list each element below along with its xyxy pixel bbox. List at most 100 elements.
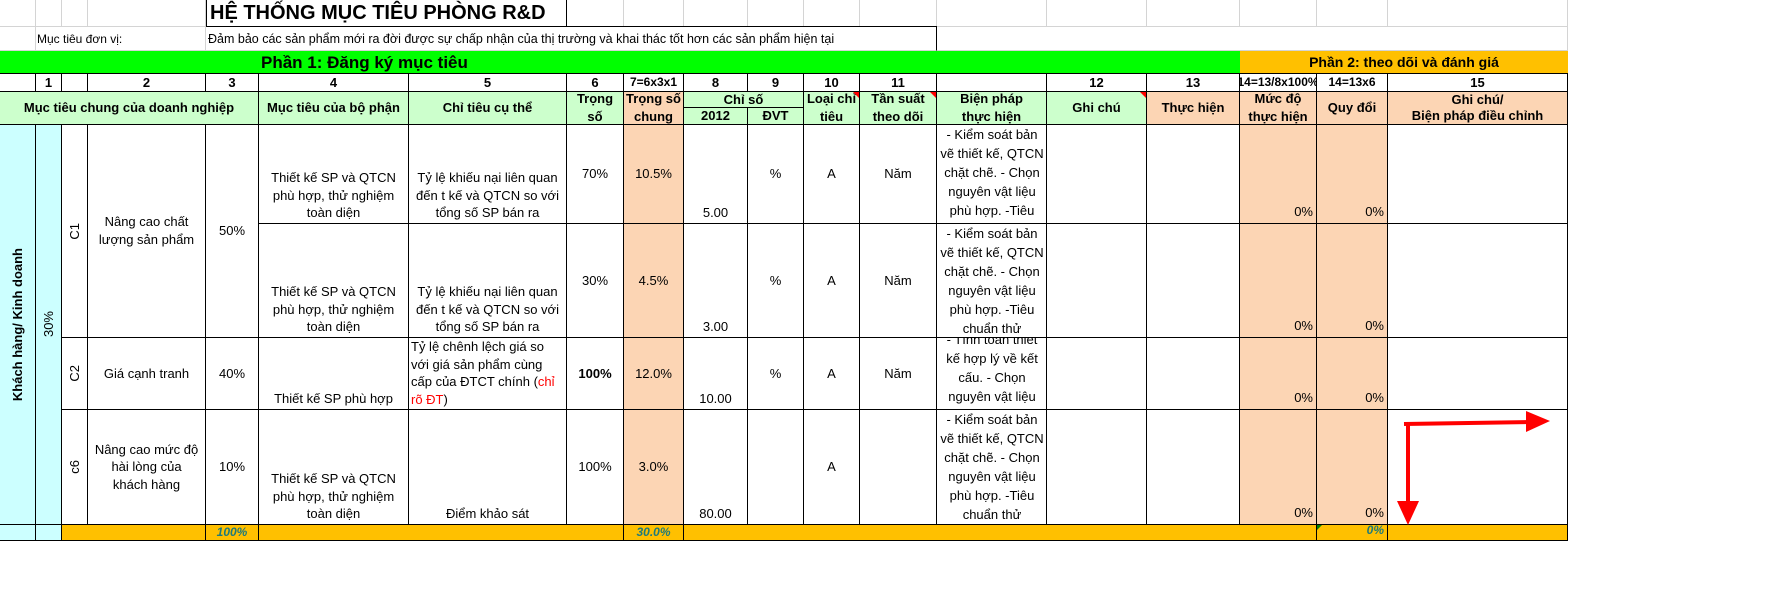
colnum-12[interactable]: 12 <box>1047 74 1147 92</box>
row1-muc-do[interactable]: 0% <box>1240 125 1317 224</box>
row4-trong-so-chung[interactable]: 3.0% <box>624 410 684 525</box>
row3-ghi-chu[interactable] <box>1047 338 1147 410</box>
part1-label[interactable]: Phần 1: Đăng ký mục tiêu <box>0 51 1240 74</box>
total-empty[interactable] <box>36 525 62 541</box>
row2-bien-phap-cell[interactable]: - Kiểm soát bản vẽ thiết kế, QTCN chặt c… <box>937 224 1047 338</box>
section-code-cell[interactable]: C1 <box>62 125 88 338</box>
row4-tan-suat[interactable] <box>860 410 937 525</box>
header-ghi-chu[interactable]: Ghi chú <box>1047 92 1147 125</box>
row3-thuc-hien[interactable] <box>1147 338 1240 410</box>
header-ghi-chu-15[interactable]: Ghi chú/ Biện pháp điều chỉnh <box>1388 92 1568 125</box>
colnum-14b[interactable]: 14=13x6 <box>1317 74 1388 92</box>
row2-quy-doi[interactable]: 0% <box>1317 224 1388 338</box>
section-code-cell[interactable]: C2 <box>62 338 88 410</box>
row1-dvt[interactable]: % <box>748 125 804 224</box>
row4-muc-do[interactable]: 0% <box>1240 410 1317 525</box>
colnum-11[interactable]: 11 <box>860 74 937 92</box>
row3-ghi-chu-15[interactable] <box>1388 338 1568 410</box>
row4-dvt[interactable] <box>748 410 804 525</box>
row2-muc-do[interactable]: 0% <box>1240 224 1317 338</box>
cell-empty[interactable] <box>36 0 62 27</box>
row3-bien-phap-cell[interactable]: - Tính toán thiết kế hợp lý về kết cấu. … <box>937 338 1047 410</box>
cell-empty[interactable] <box>1388 0 1568 27</box>
section-weight[interactable]: 10% <box>206 410 259 525</box>
row3-loai[interactable]: A <box>804 338 860 410</box>
colnum-14a[interactable]: 14=13/8x100% <box>1240 74 1317 92</box>
header-thuc-hien[interactable]: Thực hiện <box>1147 92 1240 125</box>
total-empty[interactable] <box>684 525 1317 541</box>
cell-empty[interactable] <box>88 0 206 27</box>
row3-muc-tieu-bo-phan[interactable]: Thiết kế SP phù hợp <box>259 338 409 410</box>
cell-empty[interactable] <box>1240 0 1317 27</box>
row3-quy-doi[interactable]: 0% <box>1317 338 1388 410</box>
header-trong-so-chung[interactable]: Trọng số chung <box>624 92 684 125</box>
cell-empty[interactable] <box>0 27 36 51</box>
row2-tan-suat[interactable]: Năm <box>860 224 937 338</box>
colnum-8[interactable]: 8 <box>684 74 748 92</box>
row4-chi-so-2012[interactable]: 80.00 <box>684 410 748 525</box>
section-code-cell[interactable]: c6 <box>62 410 88 525</box>
row2-chi-tieu[interactable]: Tỷ lệ khiếu nại liên quan đến t kế và QT… <box>409 224 567 338</box>
row1-loai[interactable]: A <box>804 125 860 224</box>
header-loai-chi-tieu[interactable]: Loại chỉ tiêu <box>804 92 860 125</box>
row1-bien-phap-cell[interactable]: - Kiểm soát bản vẽ thiết kế, QTCN chặt c… <box>937 125 1047 224</box>
header-muc-tieu-bo-phan[interactable]: Mục tiêu của bộ phận <box>259 92 409 125</box>
row1-tan-suat[interactable]: Năm <box>860 125 937 224</box>
row3-chi-so-2012[interactable]: 10.00 <box>684 338 748 410</box>
cell-empty[interactable] <box>0 0 36 27</box>
row1-chi-so-2012[interactable]: 5.00 <box>684 125 748 224</box>
group-label-cell[interactable]: Khách hàng/ Kinh doanh <box>0 125 36 525</box>
row2-ghi-chu-15[interactable] <box>1388 224 1568 338</box>
header-bien-phap[interactable]: Biện pháp thực hiện <box>937 92 1047 125</box>
total-trong-so[interactable]: 100% <box>206 525 259 541</box>
cell-empty[interactable] <box>1147 0 1240 27</box>
section-name[interactable]: Nâng cao mức độ hài lòng của khách hàng <box>88 410 206 525</box>
row4-loai[interactable]: A <box>804 410 860 525</box>
sheet-title[interactable]: HỆ THỐNG MỤC TIÊU PHÒNG R&D <box>206 0 567 27</box>
row2-dvt[interactable]: % <box>748 224 804 338</box>
cell-empty[interactable] <box>937 0 1047 27</box>
row1-quy-doi[interactable]: 0% <box>1317 125 1388 224</box>
header-muc-do[interactable]: Mức độ thực hiện <box>1240 92 1317 125</box>
header-chi-tieu[interactable]: Chỉ tiêu cụ thể <box>409 92 567 125</box>
colnum-4[interactable]: 4 <box>259 74 409 92</box>
cell-empty[interactable] <box>624 0 684 27</box>
colnum-7[interactable]: 7=6x3x1 <box>624 74 684 92</box>
cell-empty[interactable] <box>62 0 88 27</box>
row1-thuc-hien[interactable] <box>1147 125 1240 224</box>
row3-chi-tieu[interactable]: Tỷ lệ chênh lệch giá so với giá sản phẩm… <box>409 338 567 410</box>
cell-empty[interactable] <box>937 74 1047 92</box>
row4-trong-so[interactable]: 100% <box>567 410 624 525</box>
row1-ghi-chu[interactable] <box>1047 125 1147 224</box>
header-dvt[interactable]: ĐVT <box>748 108 804 125</box>
unit-goal-text[interactable]: Đảm bảo các sản phẩm mới ra đời được sự … <box>206 27 937 51</box>
colnum-13[interactable]: 13 <box>1147 74 1240 92</box>
total-trong-so-chung[interactable]: 30.0% <box>624 525 684 541</box>
row4-muc-tieu-bo-phan[interactable]: Thiết kế SP và QTCN phù hợp, thử nghiệm … <box>259 410 409 525</box>
row1-trong-so[interactable]: 70% <box>567 125 624 224</box>
total-empty[interactable] <box>1388 525 1568 541</box>
row2-thuc-hien[interactable] <box>1147 224 1240 338</box>
unit-goal-label[interactable]: Mục tiêu đơn vị: <box>36 27 206 51</box>
total-empty[interactable] <box>0 525 36 541</box>
row1-muc-tieu-bo-phan[interactable]: Thiết kế SP và QTCN phù hợp, thử nghiệm … <box>259 125 409 224</box>
section-name[interactable]: Nâng cao chất lượng sản phẩm <box>88 125 206 338</box>
group-weight-cell[interactable]: 30% <box>36 125 62 525</box>
row2-chi-so-2012[interactable]: 3.00 <box>684 224 748 338</box>
row4-thuc-hien[interactable] <box>1147 410 1240 525</box>
cell-empty[interactable] <box>1317 0 1388 27</box>
row1-chi-tieu[interactable]: Tỷ lệ khiếu nại liên quan đến t kế và QT… <box>409 125 567 224</box>
cell-empty[interactable] <box>748 0 804 27</box>
row2-ghi-chu[interactable] <box>1047 224 1147 338</box>
total-quy-doi[interactable]: 0% <box>1317 525 1388 541</box>
part2-label[interactable]: Phần 2: theo dõi và đánh giá <box>1240 51 1568 74</box>
cell-empty[interactable] <box>567 0 624 27</box>
colnum-1[interactable]: 1 <box>36 74 62 92</box>
colnum-2[interactable]: 2 <box>88 74 206 92</box>
row2-trong-so-chung[interactable]: 4.5% <box>624 224 684 338</box>
row3-dvt[interactable]: % <box>748 338 804 410</box>
section-weight[interactable]: 50% <box>206 125 259 338</box>
colnum-10[interactable]: 10 <box>804 74 860 92</box>
section-name[interactable]: Giá cạnh tranh <box>88 338 206 410</box>
colnum-5[interactable]: 5 <box>409 74 567 92</box>
